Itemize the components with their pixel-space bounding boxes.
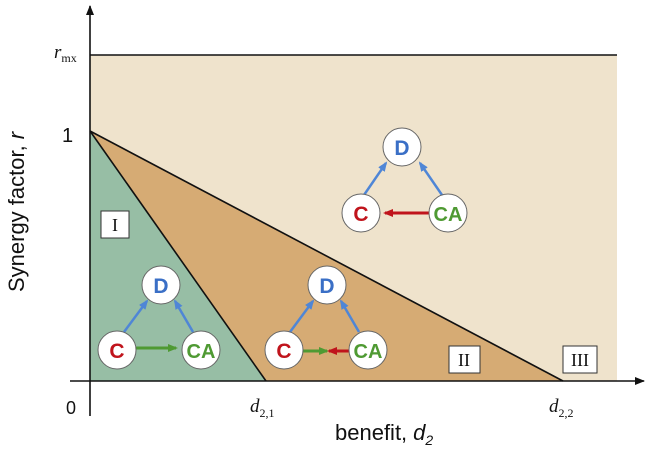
origin-label: 0 [66,398,76,418]
motif-region-II: D C CA [264,265,388,370]
arrow-CA-to-D [339,299,361,333]
motif-region-I: D C CA [97,265,221,370]
arrow-CA-to-D [173,299,195,333]
x-tick-d21: d2,1 [250,396,275,420]
region-I-label: I [100,210,130,239]
node-D [307,265,347,305]
node-CA [428,193,468,233]
node-C-label: C [109,340,124,363]
x-axis-title: benefit, d2 [335,420,433,448]
y-axis-title: Synergy factor,r [4,130,29,292]
arrow-C-to-D [288,299,315,333]
arrow-C-to-D [362,161,388,196]
svg-text:II: II [458,350,470,370]
region-III-label: III [562,345,598,374]
node-C [341,193,381,233]
motif-region-upper: D C CA [341,127,468,233]
node-C-label: C [276,340,291,363]
node-C [264,330,304,370]
node-CA [181,330,221,370]
arrow-C-to-D [122,299,149,333]
node-D-label: D [153,275,168,298]
node-D [141,265,181,305]
svg-text:III: III [571,350,589,370]
svg-text:I: I [112,215,118,235]
arrow-CA-to-D [418,161,444,196]
node-CA-label: CA [187,341,216,363]
node-C-label: C [353,203,368,226]
y-tick-one: 1 [62,125,73,147]
node-CA-label: CA [354,341,383,363]
node-D-label: D [319,275,334,298]
y-tick-rmx: rmx [54,42,77,65]
x-tick-d22: d2,2 [549,396,574,420]
node-D-label: D [394,137,409,160]
boundary-line-lower [89,130,267,382]
region-II-label: II [448,345,481,374]
node-D [382,127,422,167]
node-CA [348,330,388,370]
node-CA-label: CA [434,204,463,226]
boundary-line-upper [89,130,564,382]
node-C [97,330,137,370]
